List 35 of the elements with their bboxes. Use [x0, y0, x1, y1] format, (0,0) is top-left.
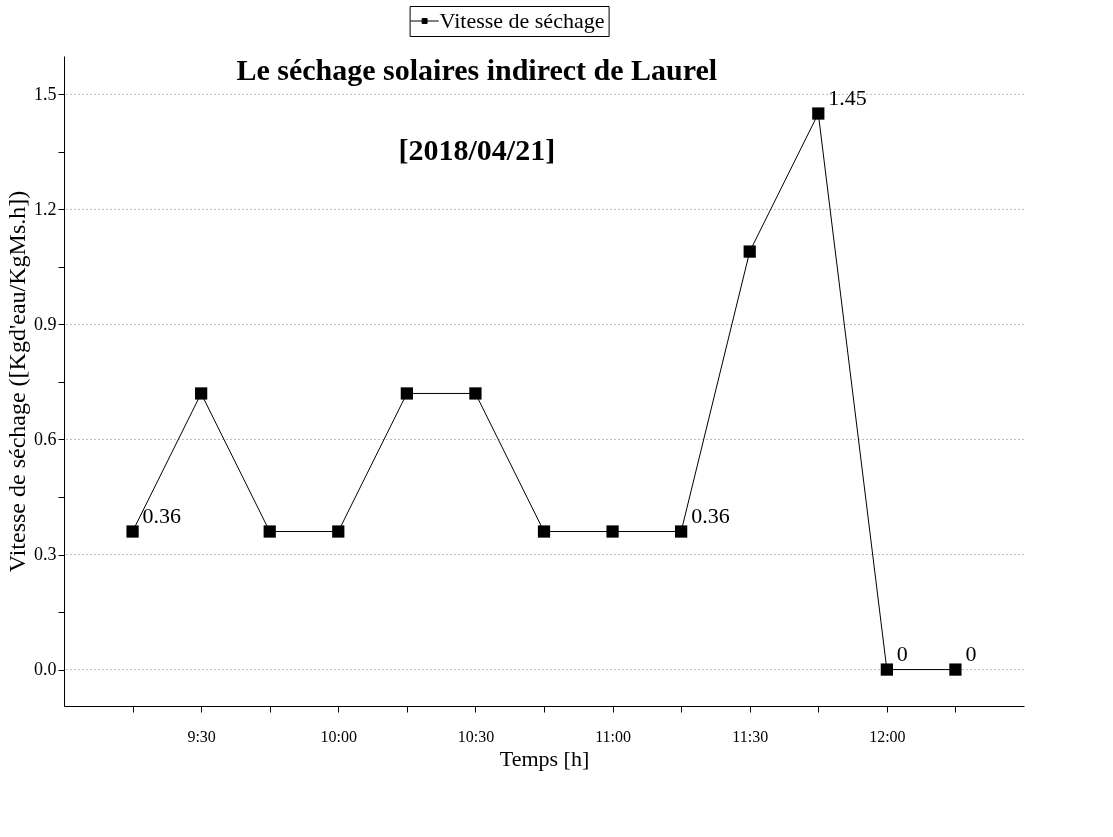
point	[743, 245, 756, 258]
data-label: 0	[896, 640, 908, 666]
x-tick-label: 9:30	[187, 727, 216, 745]
y-axis-title: Vitesse de séchage ([Kgd'eau/KgMs.h])	[4, 190, 30, 573]
y-tick-label: 1.2	[34, 198, 57, 219]
y-tick-label: 0.6	[34, 428, 57, 449]
y-tick-label: 1.5	[34, 83, 57, 104]
point	[606, 525, 619, 538]
x-tick-label: 11:00	[595, 727, 631, 745]
data-label: 0	[965, 640, 977, 666]
point	[400, 387, 413, 400]
point	[537, 525, 551, 538]
data-label: 0.36	[691, 502, 730, 528]
data-label: 0.36	[142, 502, 182, 528]
point	[263, 525, 276, 538]
point	[195, 387, 208, 400]
data-label: 1.45	[828, 84, 867, 110]
x-tick-label: 11:30	[732, 727, 769, 745]
point	[126, 525, 139, 538]
text: [2018/04/21]	[398, 133, 556, 166]
point	[469, 387, 482, 400]
y-tick-label: 0.0	[34, 659, 57, 680]
y-tick-label: 0.9	[34, 313, 57, 334]
x-tick-label: 10:30	[457, 727, 495, 745]
point	[880, 663, 893, 676]
chart-title: Le séchage solaires indirect de Laurel	[236, 53, 718, 86]
x-tick-label: 12:00	[869, 727, 906, 745]
x-tick-label: 10:00	[320, 727, 358, 745]
point	[812, 107, 825, 120]
point	[675, 525, 688, 538]
legend-label: Vitesse de séchage	[439, 8, 605, 33]
x-axis-title: Temps [h]	[499, 745, 590, 771]
point	[949, 663, 962, 676]
point	[332, 525, 345, 538]
y-tick-label: 0.3	[34, 544, 57, 565]
